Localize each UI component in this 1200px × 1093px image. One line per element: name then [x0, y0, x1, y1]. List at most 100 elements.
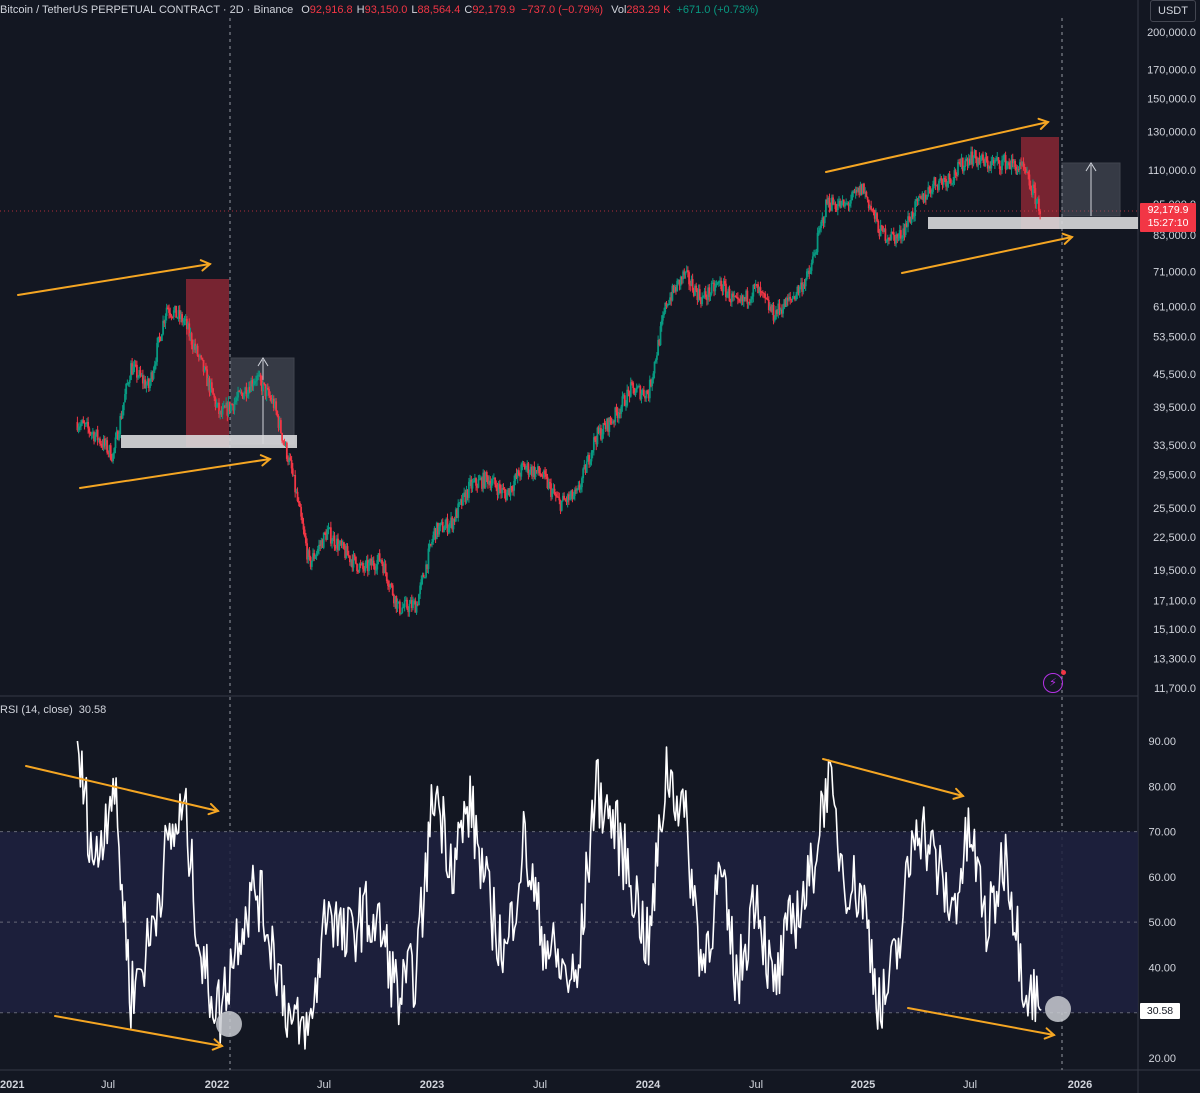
candle-body: [964, 160, 967, 167]
candle-body: [721, 289, 724, 292]
candle-body: [957, 162, 959, 176]
candle-body: [1020, 162, 1022, 166]
price-higher-high-arrow-2025-head: [1037, 117, 1050, 130]
candle-body: [191, 344, 194, 350]
candle-body: [1014, 160, 1017, 167]
candle-body: [669, 297, 671, 305]
candle-body: [1018, 162, 1021, 170]
candle-body: [302, 523, 305, 530]
candle-body: [206, 369, 209, 387]
candle-body: [682, 271, 685, 280]
candle-body: [514, 474, 517, 481]
candle-body: [343, 542, 345, 549]
candle-body: [429, 544, 432, 546]
candle-body: [666, 304, 669, 306]
candle-body: [308, 550, 311, 558]
candle-body: [908, 216, 911, 221]
candle-body: [259, 374, 262, 381]
candle-body: [349, 555, 351, 563]
price-tick-label-16: 19,500.0: [1153, 565, 1196, 577]
candle-body: [889, 239, 892, 241]
support-zone-2025: [928, 217, 1138, 229]
candle-body: [930, 191, 933, 194]
candle-body: [228, 401, 231, 412]
candle-body: [277, 416, 280, 428]
candle-body: [310, 560, 313, 567]
candle-body: [296, 491, 299, 502]
bolt-icon[interactable]: ⚡: [1043, 670, 1066, 693]
price-tick-label-18: 15,100.0: [1153, 624, 1196, 636]
time-axis[interactable]: 2021 Jul 2022 Jul 2023 Jul 2024 Jul 2025 Jul 2026: [0, 1079, 1092, 1091]
candle-body: [278, 420, 281, 428]
candle-body: [393, 594, 395, 604]
candle-body: [723, 281, 726, 284]
candle-body: [495, 484, 498, 489]
candle-body: [850, 200, 852, 204]
candle-body: [769, 306, 771, 310]
candle-body: [949, 179, 952, 184]
candle-body: [667, 304, 670, 306]
candle-body: [622, 395, 625, 397]
rsi-lower-low-arrow-2025-head: [1043, 1027, 1056, 1040]
candle-body: [744, 297, 746, 299]
candle-body: [453, 518, 456, 522]
candle-body: [909, 220, 912, 223]
candle-body: [256, 375, 258, 381]
price-higher-low-arrow-2025: [901, 236, 1073, 274]
candle-body: [90, 433, 93, 435]
price-tick-label-17: 17,100.0: [1153, 595, 1196, 607]
candle-body: [951, 183, 953, 185]
candle-body: [552, 488, 555, 491]
candle-body: [628, 391, 631, 397]
price-tick-label-8: 61,000.0: [1153, 301, 1196, 313]
candle-body: [815, 252, 818, 254]
candle-body: [124, 394, 126, 403]
candle-body: [689, 284, 692, 286]
candle-body: [779, 309, 782, 311]
symbol-title[interactable]: Bitcoin / TetherUS PERPETUAL CONTRACT · …: [0, 4, 294, 16]
candle-body: [985, 156, 988, 161]
currency-selector[interactable]: USDT: [1150, 0, 1196, 22]
candle-body: [1022, 161, 1025, 168]
candle-body: [1034, 188, 1037, 205]
candle-body: [948, 174, 951, 180]
candle-body: [635, 387, 638, 393]
candle-body: [584, 464, 587, 473]
candle-body: [398, 601, 401, 614]
candle-body: [193, 343, 195, 350]
candle-body: [560, 500, 563, 511]
candle-body: [115, 431, 118, 438]
candle-body: [369, 559, 372, 563]
candle-body: [553, 488, 556, 495]
candle-body: [559, 500, 562, 511]
candle-body: [883, 228, 886, 232]
last-price-value: 92,179.9: [1147, 204, 1189, 216]
rsi-line: [76, 740, 1042, 1050]
candle-body: [389, 584, 392, 587]
candle-body: [107, 452, 110, 454]
candle-body: [734, 295, 737, 298]
candle-body: [512, 490, 514, 492]
rsi-lower-high-arrow-2021: [25, 765, 219, 812]
candle-body: [525, 467, 527, 470]
candle-body: [93, 432, 95, 442]
candle-body: [548, 482, 551, 484]
candle-body: [400, 612, 402, 614]
candle-body: [1011, 159, 1014, 164]
candle-body: [676, 280, 679, 292]
candle-body: [551, 490, 554, 497]
candle-body: [940, 178, 943, 180]
candle-body: [852, 191, 855, 193]
candle-body: [457, 503, 460, 518]
candle-body: [329, 527, 332, 544]
candle-body: [407, 608, 410, 613]
rsi-legend[interactable]: RSI (14, close) 30.58: [0, 704, 106, 716]
candle-body: [501, 488, 504, 494]
candle-body: [754, 284, 757, 286]
candle-body: [626, 389, 629, 406]
candle-body: [331, 541, 333, 544]
candle-body: [163, 320, 166, 324]
price-axis[interactable]: 200,000.0 170,000.0 150,000.0 130,000.0 110,…: [1147, 27, 1196, 695]
candle-body: [180, 314, 182, 319]
